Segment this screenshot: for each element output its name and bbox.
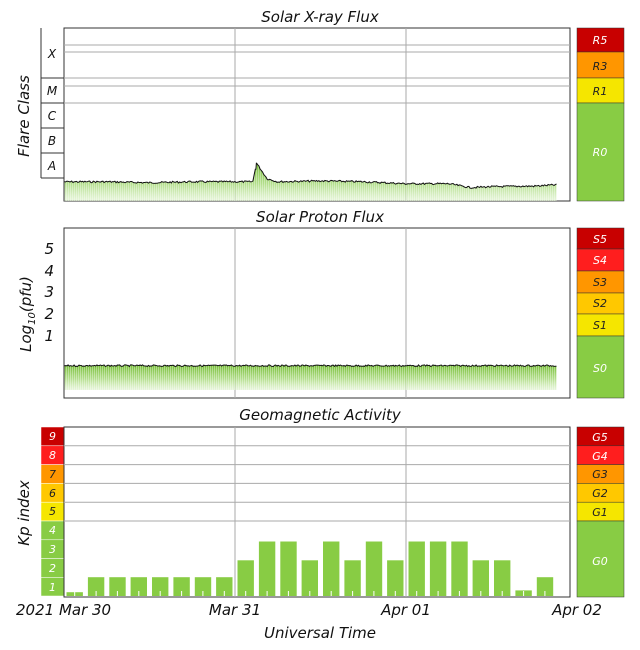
- solar-label-s2: S2: [593, 297, 607, 310]
- kp-bar: [323, 541, 340, 596]
- geomag-gridlines: [64, 427, 570, 597]
- kp-bar: [451, 541, 468, 596]
- kp-label-4: 4: [49, 524, 56, 537]
- xtick-apr01: Apr 01: [380, 601, 431, 619]
- kp-bar: [280, 541, 297, 596]
- proton-ylabel-tail: (pfu): [17, 276, 35, 312]
- proton-ytick-2: 2: [44, 305, 54, 323]
- kp-bar: [152, 577, 169, 596]
- kp-bar: [109, 577, 126, 596]
- kp-bars: [66, 541, 554, 596]
- geomag-title: Geomagnetic Activity: [239, 406, 402, 424]
- x-axis: 2021 Mar 30 Mar 31 Apr 01 Apr 02 Univers…: [16, 601, 602, 642]
- kp-bar: [408, 541, 425, 596]
- geo-label-g4: G4: [592, 450, 608, 463]
- flare-class-c: C: [48, 109, 57, 123]
- proton-plot: [63, 227, 571, 399]
- proton-ytick-4: 4: [44, 262, 54, 280]
- kp-bar: [494, 560, 511, 596]
- geomag-ylabel: Kp index: [15, 480, 33, 546]
- radio-scale-r0: [576, 102, 625, 202]
- proton-ytick-5: 5: [44, 240, 54, 258]
- kp-bar: [429, 541, 447, 596]
- kp-bar: [237, 560, 254, 596]
- x-axis-label: Universal Time: [264, 624, 376, 642]
- geo-label-g5: G5: [592, 431, 608, 444]
- flare-class-x: X: [47, 47, 57, 61]
- xtick-mar31: Mar 31: [209, 601, 261, 619]
- kp-label-9: 9: [49, 430, 56, 443]
- proton-yticks: 5 4 3 2 1: [44, 240, 54, 345]
- xray-title: Solar X-ray Flux: [261, 8, 379, 26]
- xray-panel: Solar X-ray Flux Flare Class X M C B A: [15, 8, 625, 202]
- xray-flux-stripes: [64, 162, 557, 201]
- geomag-panel: Geomagnetic Activity Kp index 9 8 7 6 5 …: [15, 406, 625, 598]
- radio-scale: R5 R3 R1 R0: [576, 27, 625, 202]
- kp-bar: [301, 560, 318, 596]
- kp-label-7: 7: [49, 468, 56, 481]
- kp-bar: [536, 577, 554, 596]
- kp-bar: [365, 541, 383, 596]
- xray-gridlines: [64, 28, 570, 201]
- xtick-mar30: 2021 Mar 30: [16, 601, 111, 619]
- geo-scale-g0: [576, 520, 625, 598]
- flare-class-column: X M C B A: [40, 28, 64, 179]
- flare-class-a: A: [47, 159, 56, 173]
- radio-label-r1: R1: [593, 85, 608, 98]
- solar-label-s4: S4: [593, 254, 607, 267]
- kp-bar: [387, 560, 404, 596]
- geo-label-g2: G2: [592, 487, 608, 500]
- kp-label-5: 5: [49, 505, 56, 518]
- kp-bar: [344, 560, 361, 596]
- geo-label-g0: G0: [592, 555, 608, 568]
- kp-bar: [472, 560, 489, 596]
- geo-scale: G5 G4 G3 G2 G1 G0: [576, 426, 625, 598]
- kp-bar: [130, 577, 147, 596]
- solar-scale: S5 S4 S3 S2 S1 S0: [576, 227, 625, 399]
- xray-ylabel: Flare Class: [15, 75, 33, 157]
- kp-label-8: 8: [49, 449, 56, 462]
- kp-label-2: 2: [49, 562, 56, 575]
- proton-flux-line: [64, 364, 557, 368]
- radio-label-r5: R5: [593, 34, 608, 47]
- proton-ylabel-sub: 10: [27, 312, 38, 325]
- kp-label-1: 1: [49, 581, 56, 594]
- proton-ylabel-main: Log: [17, 325, 35, 352]
- solar-label-s5: S5: [593, 233, 607, 246]
- radio-label-r3: R3: [593, 60, 608, 73]
- radio-label-r0: R0: [593, 146, 608, 159]
- solar-label-s1: S1: [593, 319, 607, 332]
- geomag-plot: [63, 426, 571, 598]
- kp-label-3: 3: [49, 543, 56, 556]
- kp-scale: 9 8 7 6 5 4 3 2 1: [40, 426, 65, 597]
- kp-bar: [216, 577, 233, 596]
- solar-label-s0: S0: [593, 362, 607, 375]
- proton-ytick-3: 3: [44, 283, 54, 301]
- xray-plot: [63, 27, 571, 202]
- proton-ylabel: Log10(pfu): [17, 276, 38, 352]
- geo-label-g3: G3: [592, 468, 608, 481]
- kp-bar: [194, 577, 212, 596]
- xtick-apr02: Apr 02: [551, 601, 602, 619]
- geo-label-g1: G1: [592, 506, 608, 519]
- proton-ytick-1: 1: [44, 327, 54, 345]
- flare-class-m: M: [47, 84, 58, 98]
- kp-bar: [258, 541, 276, 596]
- proton-panel: Solar Proton Flux Log10(pfu) 5 4 3 2 1: [17, 208, 625, 399]
- solar-label-s3: S3: [593, 276, 607, 289]
- xray-flux-line: [64, 162, 557, 189]
- proton-title: Solar Proton Flux: [256, 208, 384, 226]
- solar-scale-s0: [576, 335, 625, 399]
- kp-bar: [173, 577, 190, 596]
- flare-class-b: B: [48, 134, 56, 148]
- xray-plot-frame: [63, 27, 571, 202]
- proton-flux-stripes: [64, 364, 557, 390]
- kp-label-6: 6: [49, 487, 56, 500]
- kp-bar: [87, 577, 105, 596]
